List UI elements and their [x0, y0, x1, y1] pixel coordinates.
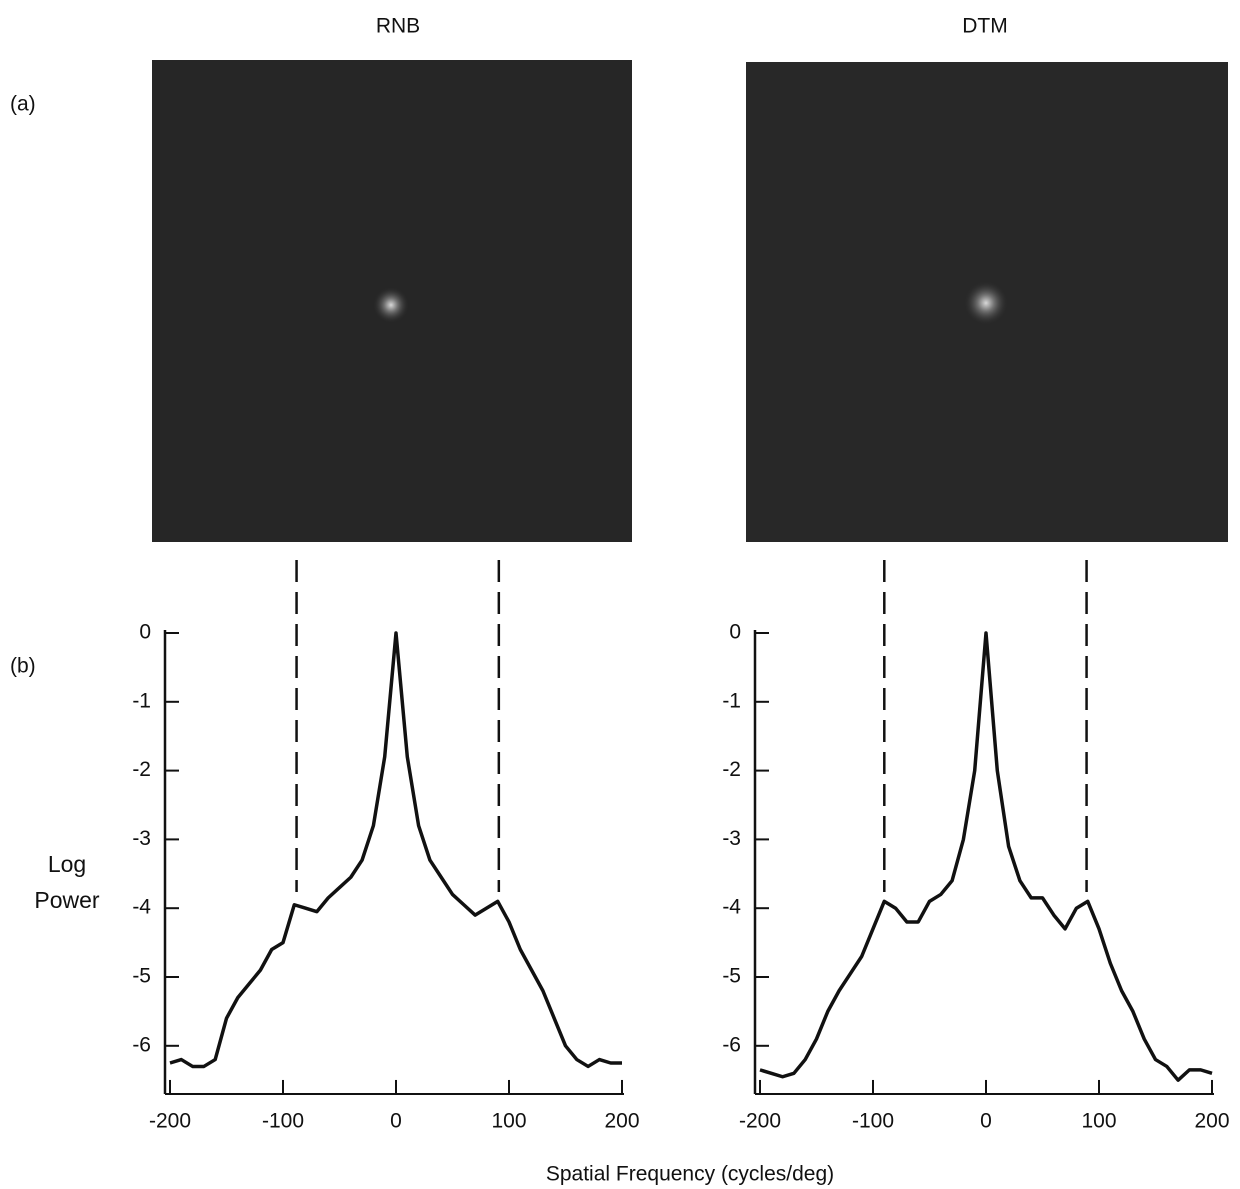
y-tick-label: 0	[139, 621, 151, 644]
chart-title: RNB	[376, 15, 420, 38]
y-tick-label: -4	[722, 896, 741, 919]
line-series	[759, 631, 1213, 1082]
x-tick-label: -100	[262, 1110, 304, 1133]
y-tick-label: 0	[729, 621, 741, 644]
x-tick-label: -200	[739, 1110, 781, 1133]
y-tick-label: -6	[722, 1033, 741, 1056]
x-tick-label: 200	[1194, 1110, 1229, 1133]
y-tick-label: -2	[722, 758, 741, 781]
spectrum-spot	[373, 287, 409, 323]
x-tick-label: 100	[1081, 1110, 1116, 1133]
y-tick-label: -1	[722, 689, 741, 712]
y-axis-title: Log Power	[34, 851, 100, 913]
panel-label: (b)	[10, 655, 36, 678]
panel-label: (a)	[10, 93, 36, 116]
chart-title: DTM	[962, 15, 1008, 38]
line-series	[169, 631, 622, 1069]
y-tick-label: -5	[722, 965, 741, 988]
y-tick-label: -4	[132, 896, 151, 919]
spectrum-spot	[964, 281, 1008, 325]
x-tick-label: 200	[604, 1110, 639, 1133]
x-tick-label: 0	[980, 1110, 992, 1133]
y-tick-label: -5	[132, 965, 151, 988]
x-tick-label: -100	[852, 1110, 894, 1133]
y-tick-label: -3	[132, 827, 151, 850]
x-tick-label: 0	[390, 1110, 402, 1133]
y-tick-label: -1	[132, 689, 151, 712]
y-tick-label: -6	[132, 1033, 151, 1056]
y-tick-label: -3	[722, 827, 741, 850]
x-axis-title: Spatial Frequency (cycles/deg)	[546, 1163, 834, 1186]
x-tick-label: -200	[149, 1110, 191, 1133]
y-tick-label: -2	[132, 758, 151, 781]
x-tick-label: 100	[491, 1110, 526, 1133]
